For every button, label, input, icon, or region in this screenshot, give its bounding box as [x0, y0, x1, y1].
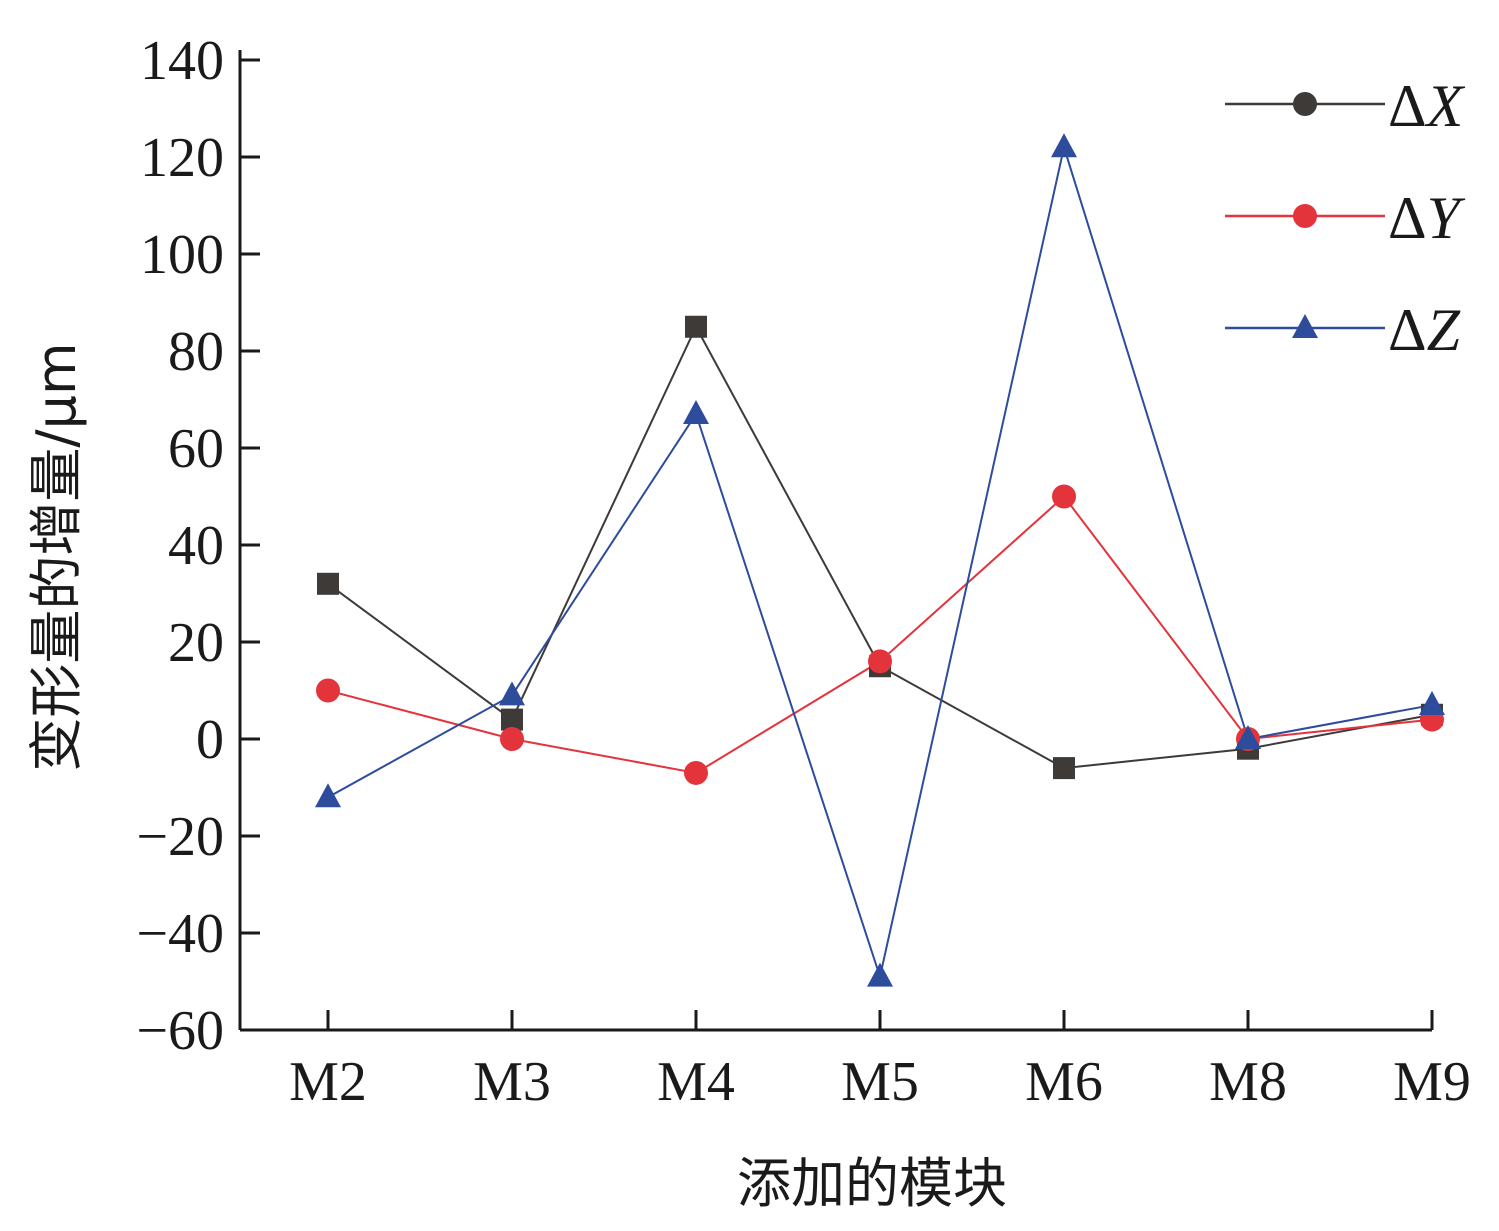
data-point-delta-x [317, 572, 339, 595]
legend-marker [1292, 314, 1318, 338]
data-point-delta-x [501, 708, 523, 731]
x-axis-title: 添加的模块 [737, 1152, 1007, 1215]
legend-item-delta-x: ΔX [1225, 73, 1466, 139]
data-point-delta-y [1052, 484, 1076, 509]
data-point-delta-y [316, 678, 340, 703]
axes [238, 50, 1432, 1032]
legend-marker [1293, 92, 1317, 116]
y-tick-label: −20 [136, 806, 224, 868]
x-tick-label: M8 [1209, 1051, 1287, 1113]
data-point-delta-z [1235, 725, 1261, 749]
legend-label: ΔX [1388, 73, 1466, 139]
y-tick-label: 120 [140, 127, 224, 189]
data-point-delta-z [499, 681, 525, 706]
y-tick-label: −40 [136, 903, 224, 965]
y-tick-label: 140 [140, 30, 224, 92]
y-tick-label: 100 [140, 224, 224, 286]
x-tick-label: M9 [1393, 1051, 1471, 1113]
data-point-delta-y [868, 649, 892, 674]
y-tick-label: 40 [168, 515, 224, 577]
series-line-delta-x [327, 324, 1433, 770]
data-point-delta-z [867, 962, 893, 987]
legend-marker [1293, 204, 1317, 228]
legend-item-delta-z: ΔZ [1225, 297, 1461, 363]
y-tick-label: 80 [168, 321, 224, 383]
data-point-delta-y [684, 760, 708, 785]
x-tick-label: M3 [473, 1051, 551, 1113]
series-markers [315, 133, 1445, 987]
data-point-delta-x [1053, 757, 1075, 780]
y-axis-title: 变形量的增量/μm [25, 342, 88, 771]
y-tick-label: 0 [196, 709, 224, 771]
data-point-delta-z [1051, 133, 1077, 158]
y-tick-label: 60 [168, 418, 224, 480]
series-line-delta-y [327, 495, 1433, 775]
y-axis-ticks: −60 −40 −20 0 20 40 60 80 100 120 140 [136, 30, 260, 1062]
y-tick-label: 20 [168, 612, 224, 674]
data-point-delta-x [685, 315, 707, 338]
data-point-delta-z [683, 400, 709, 425]
legend-label: ΔY [1388, 185, 1466, 251]
legend-item-delta-y: ΔY [1225, 185, 1466, 251]
series-line-delta-z [327, 143, 1433, 981]
data-point-delta-y [500, 727, 524, 751]
x-tick-label: M4 [657, 1051, 735, 1113]
y-tick-label: −60 [136, 1000, 224, 1062]
x-axis-ticks: M2 M3 M4 M5 M6 M8 M9 [289, 1010, 1471, 1113]
legend: ΔX ΔY ΔZ [1225, 73, 1466, 363]
series-lines [327, 143, 1433, 981]
x-tick-label: M5 [841, 1051, 919, 1113]
legend-label: ΔZ [1388, 297, 1461, 363]
data-point-delta-z [1419, 691, 1445, 716]
x-tick-label: M2 [289, 1051, 367, 1113]
x-tick-label: M6 [1025, 1051, 1103, 1113]
data-point-delta-z [315, 783, 341, 808]
